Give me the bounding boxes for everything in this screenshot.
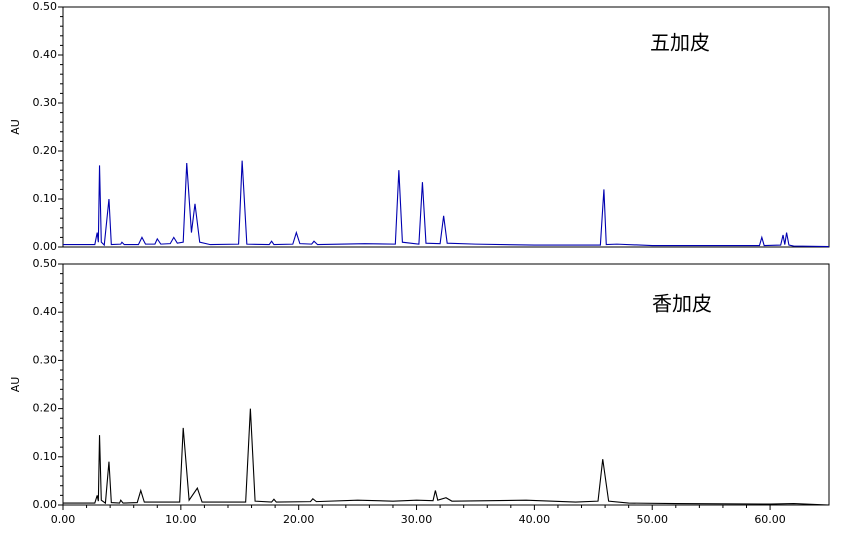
y-tick-label: 0.20 (33, 402, 58, 415)
y-tick-label: 0.00 (33, 240, 58, 253)
trace (63, 160, 830, 248)
annotation: 五加皮 (650, 31, 710, 55)
x-tick-label: 10.00 (165, 513, 197, 526)
x-tick-label: 0.00 (51, 513, 76, 526)
y-tick-label: 0.40 (33, 48, 58, 61)
y-tick-label: 0.00 (33, 498, 58, 511)
y-tick-label: 0.50 (33, 0, 58, 13)
x-tick-label: 50.00 (636, 513, 668, 526)
y-tick-label: 0.10 (33, 192, 58, 205)
y-tick-label: 0.30 (33, 353, 58, 366)
x-tick-label: 60.00 (754, 513, 786, 526)
plot-frame (62, 263, 830, 506)
x-tick-label: 20.00 (283, 513, 315, 526)
y-tick-label: 0.50 (33, 257, 58, 270)
y-tick-label: 0.20 (33, 144, 58, 157)
y-tick-label: 0.10 (33, 450, 58, 463)
plot-frame (62, 6, 830, 248)
y-axis-label: AU (9, 119, 22, 135)
x-tick-label: 30.00 (401, 513, 433, 526)
y-tick-label: 0.40 (33, 305, 58, 318)
y-axis-label: AU (9, 377, 22, 393)
y-tick-label: 0.30 (33, 96, 58, 109)
x-tick-label: 40.00 (519, 513, 551, 526)
trace (63, 408, 830, 506)
annotation: 香加皮 (652, 292, 712, 316)
